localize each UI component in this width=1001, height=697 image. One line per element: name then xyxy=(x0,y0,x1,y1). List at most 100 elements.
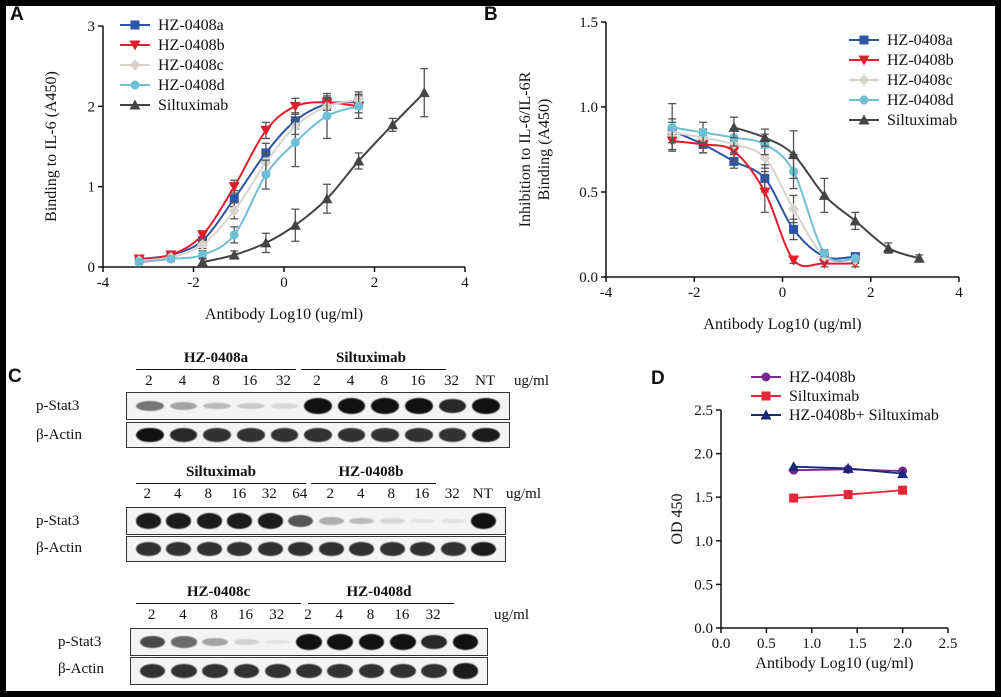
blot2-conc-label: 32 xyxy=(444,486,460,502)
D-point-hz-0408b-siltuximab xyxy=(842,462,854,473)
A-legend-marker-siltuximab xyxy=(129,99,141,110)
A-point-hz-0408d xyxy=(166,254,176,264)
blot1-conc-label: 4 xyxy=(178,373,187,389)
B-legend-marker-hz-0408a xyxy=(859,35,869,45)
B-y-tick-label: 1.0 xyxy=(579,100,598,116)
blot-band xyxy=(379,542,405,556)
A-point-siltuximab xyxy=(289,219,301,230)
blot1-conc-label: 16 xyxy=(410,373,426,389)
blot-band xyxy=(202,637,228,647)
B-point-hz-0408b xyxy=(759,187,771,198)
D-x-tick-label: 2.0 xyxy=(893,636,912,652)
blot3-group2-label: HZ-0408d xyxy=(346,584,412,600)
B-point-siltuximab xyxy=(849,215,861,226)
D-y-tick-label: 1.0 xyxy=(694,534,713,550)
blot-band xyxy=(166,542,192,556)
blot-band xyxy=(337,428,366,442)
blot2-actin-strip xyxy=(126,536,506,562)
blot-band xyxy=(371,428,400,442)
B-point-hz-0408d xyxy=(819,248,829,258)
B-point-siltuximab xyxy=(728,121,740,132)
B-x-tick-label: 0 xyxy=(779,285,787,301)
blot-band xyxy=(257,542,283,556)
A-point-hz-0408d xyxy=(290,137,300,147)
blot3-conc-label: 4 xyxy=(179,607,187,623)
blot2-conc-label: 64 xyxy=(292,486,308,502)
blot-band xyxy=(421,664,447,678)
B-legend-label-hz-0408a: HZ-0408a xyxy=(887,32,953,49)
blot3-conc-label: 32 xyxy=(425,607,441,623)
blot-band xyxy=(288,514,314,528)
blot1-conc-label: 2 xyxy=(313,373,321,389)
blot-band xyxy=(421,634,447,650)
B-legend-label-siltuximab: Siltuximab xyxy=(887,112,957,129)
blot-band xyxy=(337,398,366,414)
blot-band xyxy=(471,541,497,557)
D-y-tick-label: 2.0 xyxy=(694,447,713,463)
blot1-stat-label: p-Stat3 xyxy=(36,398,80,414)
blot-band xyxy=(440,542,466,556)
blot3-conc-label: 2 xyxy=(304,607,312,623)
blot-band xyxy=(304,398,332,414)
blot-band xyxy=(438,428,467,442)
blot-band xyxy=(171,636,197,648)
blot-band xyxy=(169,428,198,442)
blot2-group2-line xyxy=(311,483,436,484)
blot-band xyxy=(288,542,314,556)
B-y-tick-label: 0.5 xyxy=(579,185,598,201)
blot1-conc-label: 2 xyxy=(145,373,153,389)
blot-band xyxy=(136,427,164,443)
B-point-siltuximab xyxy=(882,242,894,253)
blot1-conc-label: 32 xyxy=(275,373,291,389)
B-x-tick-label: -4 xyxy=(600,285,613,301)
blot-band xyxy=(139,664,166,678)
A-legend-label-hz-0408b: HZ-0408b xyxy=(158,37,225,54)
blot-band xyxy=(452,663,479,679)
blot1-conc-label: 8 xyxy=(380,373,389,389)
blot3-conc-label: 4 xyxy=(335,607,344,623)
blot-band xyxy=(196,542,222,556)
blot3-conc-label: 2 xyxy=(147,607,156,623)
blot2-conc-label: 2 xyxy=(143,486,152,502)
A-legend-label-hz-0408d: HZ-0408d xyxy=(158,77,225,94)
panel-letter-d: D xyxy=(651,368,665,389)
A-y-axis-label: Binding to IL-6 (A450) xyxy=(43,71,60,222)
blot-band xyxy=(169,401,198,411)
panel-letter-a: A xyxy=(10,6,24,25)
D-legend-marker-hz-0408b xyxy=(761,372,771,382)
blot-band xyxy=(296,634,322,650)
blot-band xyxy=(227,542,253,556)
blot-band xyxy=(471,513,497,529)
panel-letter-c: C xyxy=(8,366,22,387)
blot3-conc-label: 8 xyxy=(366,607,375,623)
A-point-hz-0408b xyxy=(289,101,301,112)
blot-band xyxy=(296,664,322,678)
B-legend-label-hz-0408d: HZ-0408d xyxy=(887,92,954,109)
blot2-stat-label: p-Stat3 xyxy=(36,513,80,529)
B-legend-label-hz-0408b: HZ-0408b xyxy=(887,52,954,69)
blot2-conc-label: 8 xyxy=(387,486,396,502)
B-y-tick-label: 0.0 xyxy=(579,270,598,286)
B-point-hz-0408d xyxy=(850,253,860,263)
blot3-conc-label: 16 xyxy=(237,607,253,623)
blot1-unit: ug/ml xyxy=(514,373,550,389)
panel-letter-b: B xyxy=(484,6,498,25)
A-point-hz-0408b xyxy=(260,125,272,136)
blot-band xyxy=(327,634,354,650)
blot-band xyxy=(318,542,344,556)
B-legend-marker-siltuximab xyxy=(858,114,870,125)
blot-band xyxy=(379,518,405,524)
B-x-tick-label: 2 xyxy=(867,285,875,301)
blot-band xyxy=(139,635,166,649)
D-legend-marker-hz-0408b-siltuximab xyxy=(760,409,772,420)
A-legend-marker-hz-0408a xyxy=(130,20,140,30)
blot1-nt-label: NT xyxy=(475,373,496,389)
blot1-actin-strip xyxy=(126,422,510,448)
blot3-group1-label: HZ-0408c xyxy=(186,584,251,600)
A-point-siltuximab xyxy=(321,193,333,204)
blot3-stat-strip xyxy=(130,628,488,656)
blot3-unit: ug/ml xyxy=(494,607,530,623)
B-point-hz-0408a xyxy=(789,224,799,234)
A-point-siltuximab xyxy=(197,256,209,267)
A-point-hz-0408c xyxy=(228,205,240,217)
